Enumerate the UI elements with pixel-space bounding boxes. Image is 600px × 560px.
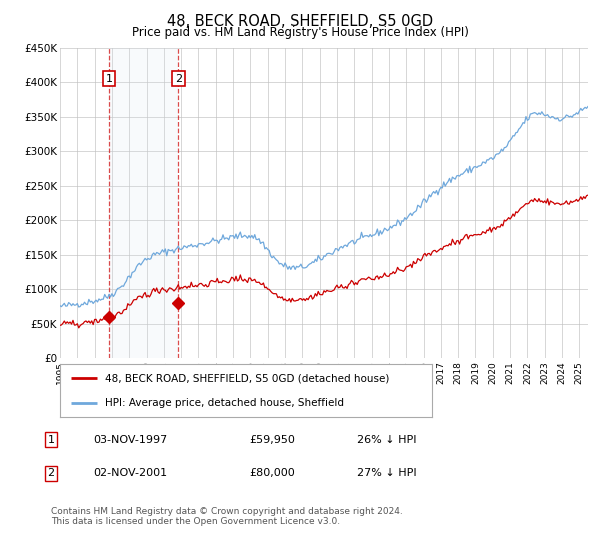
Text: £80,000: £80,000 xyxy=(249,468,295,478)
Text: 48, BECK ROAD, SHEFFIELD, S5 0GD (detached house): 48, BECK ROAD, SHEFFIELD, S5 0GD (detach… xyxy=(104,374,389,384)
Text: 03-NOV-1997: 03-NOV-1997 xyxy=(93,435,167,445)
Text: 27% ↓ HPI: 27% ↓ HPI xyxy=(357,468,416,478)
Text: Contains HM Land Registry data © Crown copyright and database right 2024.
This d: Contains HM Land Registry data © Crown c… xyxy=(51,507,403,526)
Text: 2: 2 xyxy=(175,74,182,83)
Text: 2: 2 xyxy=(47,468,55,478)
Text: 02-NOV-2001: 02-NOV-2001 xyxy=(93,468,167,478)
Text: £59,950: £59,950 xyxy=(249,435,295,445)
Text: 48, BECK ROAD, SHEFFIELD, S5 0GD: 48, BECK ROAD, SHEFFIELD, S5 0GD xyxy=(167,14,433,29)
Bar xyxy=(109,48,178,358)
Text: 26% ↓ HPI: 26% ↓ HPI xyxy=(357,435,416,445)
Text: 1: 1 xyxy=(47,435,55,445)
Text: Price paid vs. HM Land Registry's House Price Index (HPI): Price paid vs. HM Land Registry's House … xyxy=(131,26,469,39)
Text: HPI: Average price, detached house, Sheffield: HPI: Average price, detached house, Shef… xyxy=(104,398,344,408)
Text: 1: 1 xyxy=(106,74,113,83)
